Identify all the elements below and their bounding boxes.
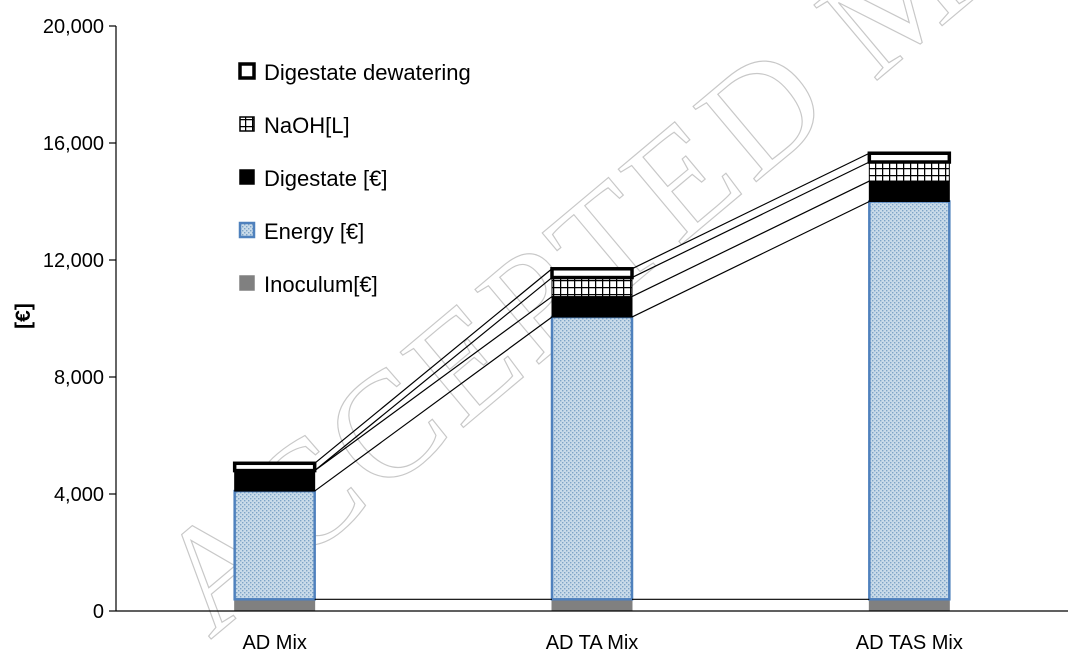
x-tick-label: AD TA Mix [546, 632, 639, 654]
y-tick-label: 8,000 [54, 367, 104, 389]
y-axis: 0 4,000 8,000 12,000 16,000 20,000 [43, 16, 117, 623]
bar-naoh-l--2 [551, 277, 633, 298]
y-axis-title: [€] [12, 303, 35, 329]
legend-swatch-naoh-l [239, 116, 255, 132]
legend-label-energy: Energy [€] [264, 219, 364, 244]
bar-digestate-dewatering-2 [550, 267, 634, 280]
series-line [631, 152, 870, 270]
legend-label-inoculum: Inoculum[€] [264, 272, 378, 297]
legend-swatch-digestate-dewatering [238, 62, 256, 80]
bar-inoculum--3 [868, 598, 950, 612]
legend-swatch-digestate [239, 169, 255, 185]
legend-swatch-energy [238, 221, 256, 239]
legend-label-naoh-l: NaOH[L] [264, 113, 350, 138]
bar-energy--1 [233, 489, 316, 601]
series-line [314, 316, 553, 492]
bar-energy--2 [550, 315, 634, 601]
y-tick-label: 12,000 [43, 250, 104, 272]
series-line [631, 180, 870, 298]
y-tick-label: 20,000 [43, 16, 104, 38]
bar-digestate--2 [551, 296, 633, 318]
series-line [314, 268, 553, 464]
legend-label-digestate: Digestate [€] [264, 166, 388, 191]
plot-area [232, 151, 952, 612]
bar-digestate--1 [234, 470, 316, 492]
series-line [314, 277, 553, 472]
bar-inoculum--1 [234, 598, 316, 612]
y-tick-label: 0 [93, 601, 104, 623]
bar-inoculum--2 [551, 598, 633, 612]
bar-digestate--3 [868, 180, 950, 202]
series-line [631, 200, 870, 318]
legend: Digestate dewatering NaOH[L] Digestate [€]… [238, 60, 471, 297]
bar-naoh-l--3 [868, 161, 950, 182]
y-tick-label: 16,000 [43, 133, 104, 155]
x-tick-label: AD TAS Mix [856, 632, 963, 654]
legend-label-digestate-dewatering: Digestate dewatering [264, 60, 471, 85]
legend-swatch-inoculum [239, 275, 255, 291]
x-tick-label: AD Mix [242, 632, 306, 654]
series-line [314, 296, 553, 472]
y-tick-label: 4,000 [54, 484, 104, 506]
bar-digestate-dewatering-1 [232, 461, 317, 473]
bar-digestate-dewatering-3 [867, 151, 952, 164]
bar-energy--3 [868, 200, 951, 601]
x-axis: AD Mix AD TA Mix AD TAS Mix [116, 610, 1068, 654]
series-line [631, 161, 870, 279]
